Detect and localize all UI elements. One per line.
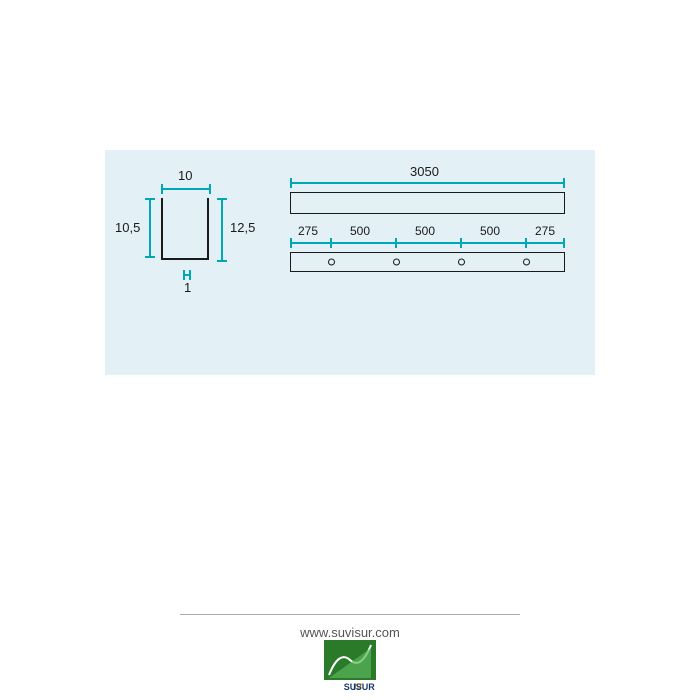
spacing-label-1: 500: [350, 224, 370, 238]
rail-top-view: [290, 252, 565, 272]
dim-line-width: [161, 188, 211, 190]
spacing-label-4: 275: [535, 224, 555, 238]
spacing-tick: [395, 238, 397, 248]
spacing-label-2: 500: [415, 224, 435, 238]
dim-height-left-label: 10,5: [115, 220, 140, 235]
dim-width-label: 10: [178, 168, 192, 183]
dim-line-thickness: [183, 274, 191, 276]
u-profile-shape: [161, 198, 209, 260]
spacing-label-3: 500: [480, 224, 500, 238]
mounting-hole: [523, 259, 530, 266]
svg-text:ISUR: ISUR: [353, 682, 375, 692]
spacing-tick: [525, 238, 527, 248]
dim-height-right-label: 12,5: [230, 220, 255, 235]
dim-total-length-label: 3050: [410, 164, 439, 179]
footer-separator: [180, 614, 520, 615]
dim-line-height-right: [221, 198, 223, 262]
dim-line-height-left: [149, 198, 151, 258]
technical-diagram-panel: 10 10,5 12,5 1 3050 275 500 500 500 275: [105, 150, 595, 375]
spacing-label-0: 275: [298, 224, 318, 238]
page-footer: www.suvisur.com: [0, 614, 700, 640]
mounting-hole: [393, 259, 400, 266]
rail-side-view: [290, 192, 565, 214]
dim-line-total-length: [290, 182, 565, 184]
spacing-tick: [460, 238, 462, 248]
mounting-hole: [458, 259, 465, 266]
footer-url: www.suvisur.com: [0, 625, 700, 640]
dim-thickness-label: 1: [184, 280, 191, 295]
brand-logo: SU V ISUR: [324, 640, 376, 692]
spacing-tick: [330, 238, 332, 248]
mounting-hole: [328, 259, 335, 266]
